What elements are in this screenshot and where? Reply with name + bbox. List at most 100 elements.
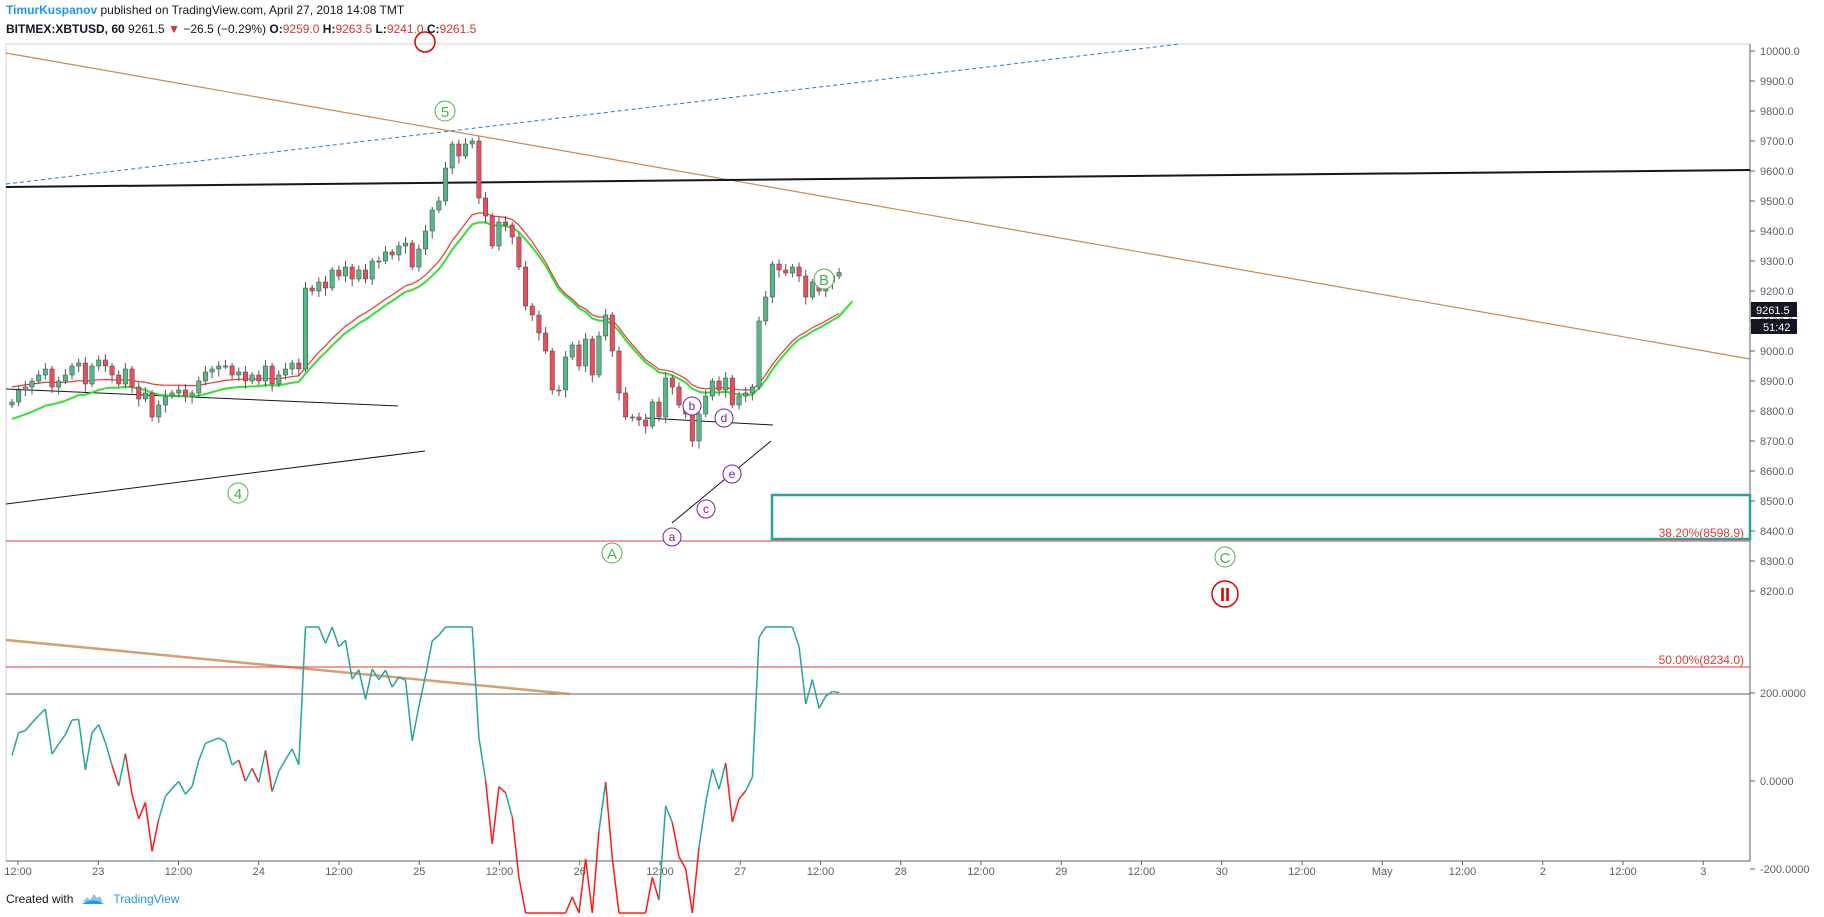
candle [323, 276, 328, 296]
price-tick-label: 8400.0 [1760, 526, 1794, 538]
candle [736, 391, 742, 410]
candle [583, 333, 589, 372]
tradingview-link[interactable]: TradingView [113, 892, 180, 906]
candle-body [583, 338, 589, 367]
cci-segment [171, 780, 180, 790]
candle [449, 141, 455, 174]
candle-body [709, 380, 715, 397]
candle-body [543, 332, 549, 352]
wave-labels: 5 4 A B C II a b c d e [227, 31, 1239, 608]
cci-segment [511, 816, 520, 878]
candle [243, 366, 248, 389]
cci-segment [98, 724, 107, 743]
candle-body [463, 143, 469, 157]
author-link[interactable]: TimurKuspanov [6, 3, 98, 17]
last-price-label: 9261.5 [1756, 305, 1790, 317]
cci-segment [378, 669, 387, 681]
candle [49, 366, 55, 393]
candle [516, 232, 522, 270]
candle-body [209, 368, 215, 373]
wave-B-label: B [819, 272, 829, 289]
cci-indicator [11, 626, 840, 914]
candle-body [62, 374, 68, 382]
candle-body [629, 416, 635, 419]
triangle-upper-line [5, 388, 399, 407]
candle-body [389, 251, 395, 256]
candle-body [429, 209, 435, 232]
candle [763, 291, 769, 326]
wave-4-label: 4 [234, 486, 242, 503]
candle-body [656, 401, 662, 418]
target-zone-box [770, 493, 1752, 541]
candle-body [156, 404, 162, 418]
price-tick-label: 8900.0 [1760, 376, 1794, 388]
cci-segment [724, 762, 734, 823]
cci-tick-label: -200.0000 [1760, 864, 1810, 876]
candle [509, 222, 515, 245]
candle-body [36, 374, 42, 382]
candle-body [449, 143, 455, 169]
high-label: H: [322, 22, 336, 36]
price-tick-label: 9600.0 [1760, 166, 1794, 178]
cci-segment [77, 719, 87, 771]
cci-segment [371, 668, 380, 681]
blue-dashed-line [5, 43, 1181, 185]
candle-body [416, 248, 422, 268]
candle-body [96, 359, 102, 367]
candle-body [116, 374, 122, 385]
black-resistance-line [5, 169, 1751, 188]
candle [276, 370, 282, 387]
candle [376, 256, 382, 269]
cci-segment [291, 748, 300, 765]
candle-body [576, 344, 582, 367]
candle-body [176, 389, 182, 394]
candle [636, 412, 642, 426]
wave-5-label: 5 [441, 104, 449, 121]
close-label: C: [426, 22, 440, 36]
cci-segment [791, 626, 800, 647]
candle-body [409, 242, 415, 268]
wave-II-label: II [1220, 585, 1230, 605]
cci-segment [611, 858, 620, 914]
cci-segment [598, 781, 607, 832]
candle [789, 264, 795, 278]
candle [489, 213, 495, 249]
cci-segment [711, 768, 720, 790]
price-tick-label: 9000.0 [1760, 346, 1794, 358]
footer: Created with TradingView [6, 892, 179, 906]
candle-body [569, 344, 575, 358]
down-arrow-icon: ▼ [168, 22, 180, 36]
price-tick-label: 10000.0 [1760, 46, 1800, 58]
cci-segment [158, 796, 167, 820]
cci-segment [138, 802, 147, 820]
candle-body [443, 167, 449, 202]
time-tick-label: 27 [734, 866, 746, 878]
candle [469, 138, 475, 149]
candle-body [536, 314, 542, 334]
candle [623, 387, 629, 420]
price-tick-label: 8800.0 [1760, 406, 1794, 418]
candle-body [636, 416, 642, 421]
symbol-name[interactable]: BITMEX:XBTUSD, 60 [6, 22, 125, 36]
price-tick-label: 9300.0 [1760, 256, 1794, 268]
candle-body [603, 314, 609, 337]
candle-body [276, 374, 282, 385]
cci-segment [678, 856, 687, 870]
cci-segment [738, 790, 747, 800]
candle-body [283, 368, 288, 376]
cci-segment [31, 715, 40, 724]
candle [783, 264, 789, 276]
candle-body [369, 260, 375, 280]
candle-body [703, 395, 709, 415]
price-tick-label: 8200.0 [1760, 586, 1794, 598]
time-tick-label: May [1372, 866, 1393, 878]
cci-segment [224, 741, 233, 766]
cci-segment [411, 706, 420, 742]
cci-axis: 200.0000 0.0000 -200.0000 [1750, 688, 1810, 876]
candle-body [423, 230, 428, 250]
tradingview-logo-icon[interactable] [81, 892, 105, 906]
cci-segment [71, 718, 79, 721]
candle [62, 369, 68, 384]
cci-segment [578, 858, 587, 914]
candle-body [563, 356, 569, 391]
